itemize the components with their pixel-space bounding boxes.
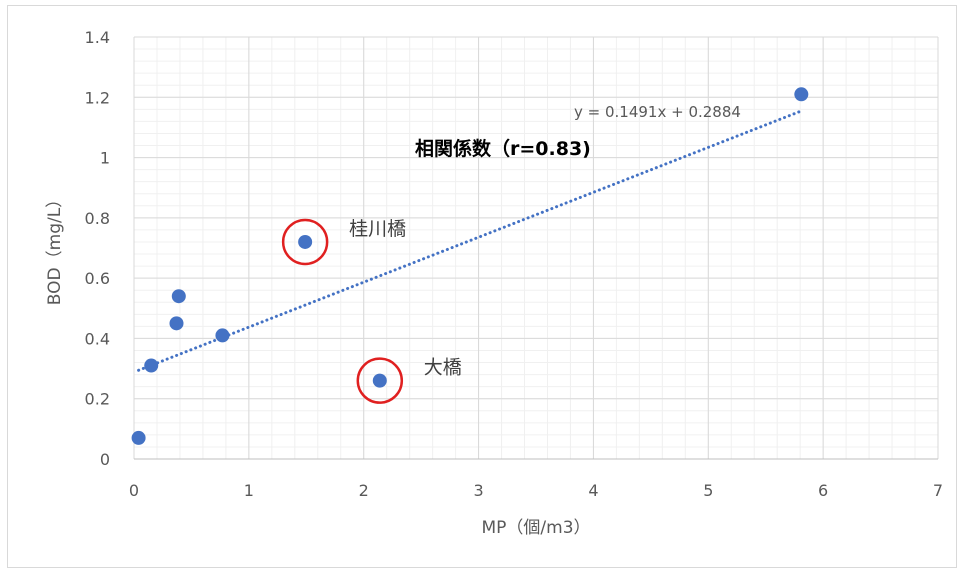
trendline-layer — [137, 109, 803, 372]
y-tick-label: 0.2 — [85, 390, 110, 409]
y-axis-title: BOD（mg/L） — [45, 191, 65, 305]
minor-gridlines — [134, 37, 938, 459]
x-tick-label: 2 — [359, 481, 369, 500]
y-tick-label: 0 — [100, 450, 110, 469]
x-tick-label: 0 — [129, 481, 139, 500]
x-tick-label: 4 — [588, 481, 598, 500]
x-tick-label: 5 — [703, 481, 713, 500]
trendline — [137, 109, 803, 372]
trendline-equation: y = 0.1491x + 0.2884 — [574, 103, 741, 121]
x-tick-label: 1 — [244, 481, 254, 500]
y-tick-label: 0.6 — [85, 269, 110, 288]
data-point — [794, 87, 809, 102]
correlation-label: 相関係数（r=0.83) — [415, 137, 591, 160]
highlight-ring — [356, 357, 404, 404]
data-point — [169, 316, 184, 331]
data-point — [171, 289, 186, 304]
data-point — [372, 373, 387, 388]
x-tick-labels: 0 1 2 3 4 5 6 7 — [129, 481, 943, 500]
x-tick-label: 6 — [818, 481, 828, 500]
site-label: 桂川橋 — [349, 218, 406, 240]
data-point — [144, 358, 159, 373]
site-label: 大橋 — [424, 357, 462, 379]
highlight-ring — [281, 218, 329, 266]
x-tick-label: 3 — [473, 481, 483, 500]
x-axis-title: MP（個/m3） — [481, 518, 590, 538]
data-point — [131, 430, 146, 445]
data-point — [215, 328, 230, 343]
data-points — [131, 87, 809, 445]
y-tick-label: 0.8 — [85, 209, 110, 228]
y-tick-label: 0.4 — [85, 329, 110, 348]
x-tick-label: 7 — [933, 481, 943, 500]
data-point — [298, 234, 313, 249]
y-tick-label: 1 — [100, 149, 110, 168]
y-tick-labels: 0 0.2 0.4 0.6 0.8 1 1.2 1.4 — [85, 28, 110, 469]
y-tick-label: 1.2 — [85, 88, 110, 107]
y-tick-label: 1.4 — [85, 28, 110, 47]
major-gridlines — [133, 36, 939, 460]
